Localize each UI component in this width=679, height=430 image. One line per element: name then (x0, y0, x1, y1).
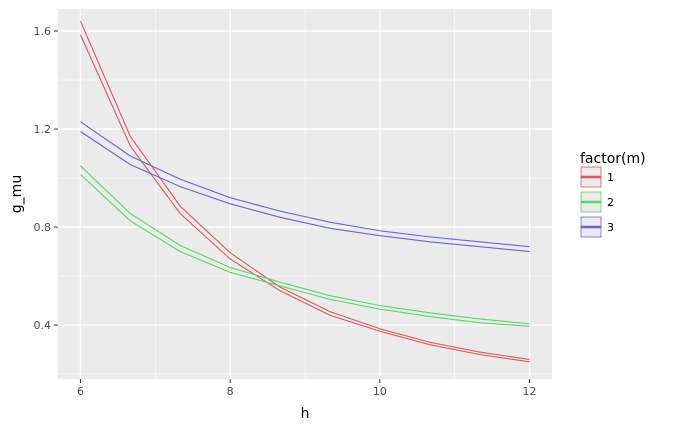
series-1-upper-line (79, 21, 530, 360)
series-1-lower-line (79, 34, 530, 363)
axes: 6 8 10 12 0.4 0.8 1.2 1.6 (34, 25, 537, 398)
x-tick-label: 6 (77, 385, 84, 398)
series-1 (79, 21, 530, 363)
series-3 (80, 121, 530, 253)
legend-item-2: 2 (580, 191, 614, 213)
y-tick-label: 1.2 (34, 123, 52, 136)
series-3-lower-line (80, 131, 530, 253)
x-axis-title: h (301, 406, 310, 422)
series-2-upper-line (80, 165, 530, 325)
legend-title: factor(m) (580, 151, 646, 167)
series-layer (79, 21, 530, 363)
series-2 (80, 165, 530, 327)
legend-label: 2 (607, 196, 614, 209)
legend-item-1: 1 (580, 166, 614, 188)
legend-label: 1 (607, 171, 614, 184)
x-tick-label: 8 (227, 385, 234, 398)
x-tick-label: 12 (523, 385, 537, 398)
legend-item-3: 3 (580, 216, 614, 238)
legend: factor(m) 1 2 3 (580, 151, 646, 238)
y-tick-label: 0.4 (34, 319, 52, 332)
legend-label: 3 (607, 221, 614, 234)
series-2-lower-line (80, 173, 530, 327)
y-tick-label: 0.8 (34, 221, 52, 234)
x-tick-label: 10 (373, 385, 387, 398)
y-tick-label: 1.6 (34, 25, 52, 38)
y-axis-title: g_mu (9, 175, 25, 213)
series-3-upper-line (80, 121, 530, 248)
grid-lines (58, 9, 552, 379)
